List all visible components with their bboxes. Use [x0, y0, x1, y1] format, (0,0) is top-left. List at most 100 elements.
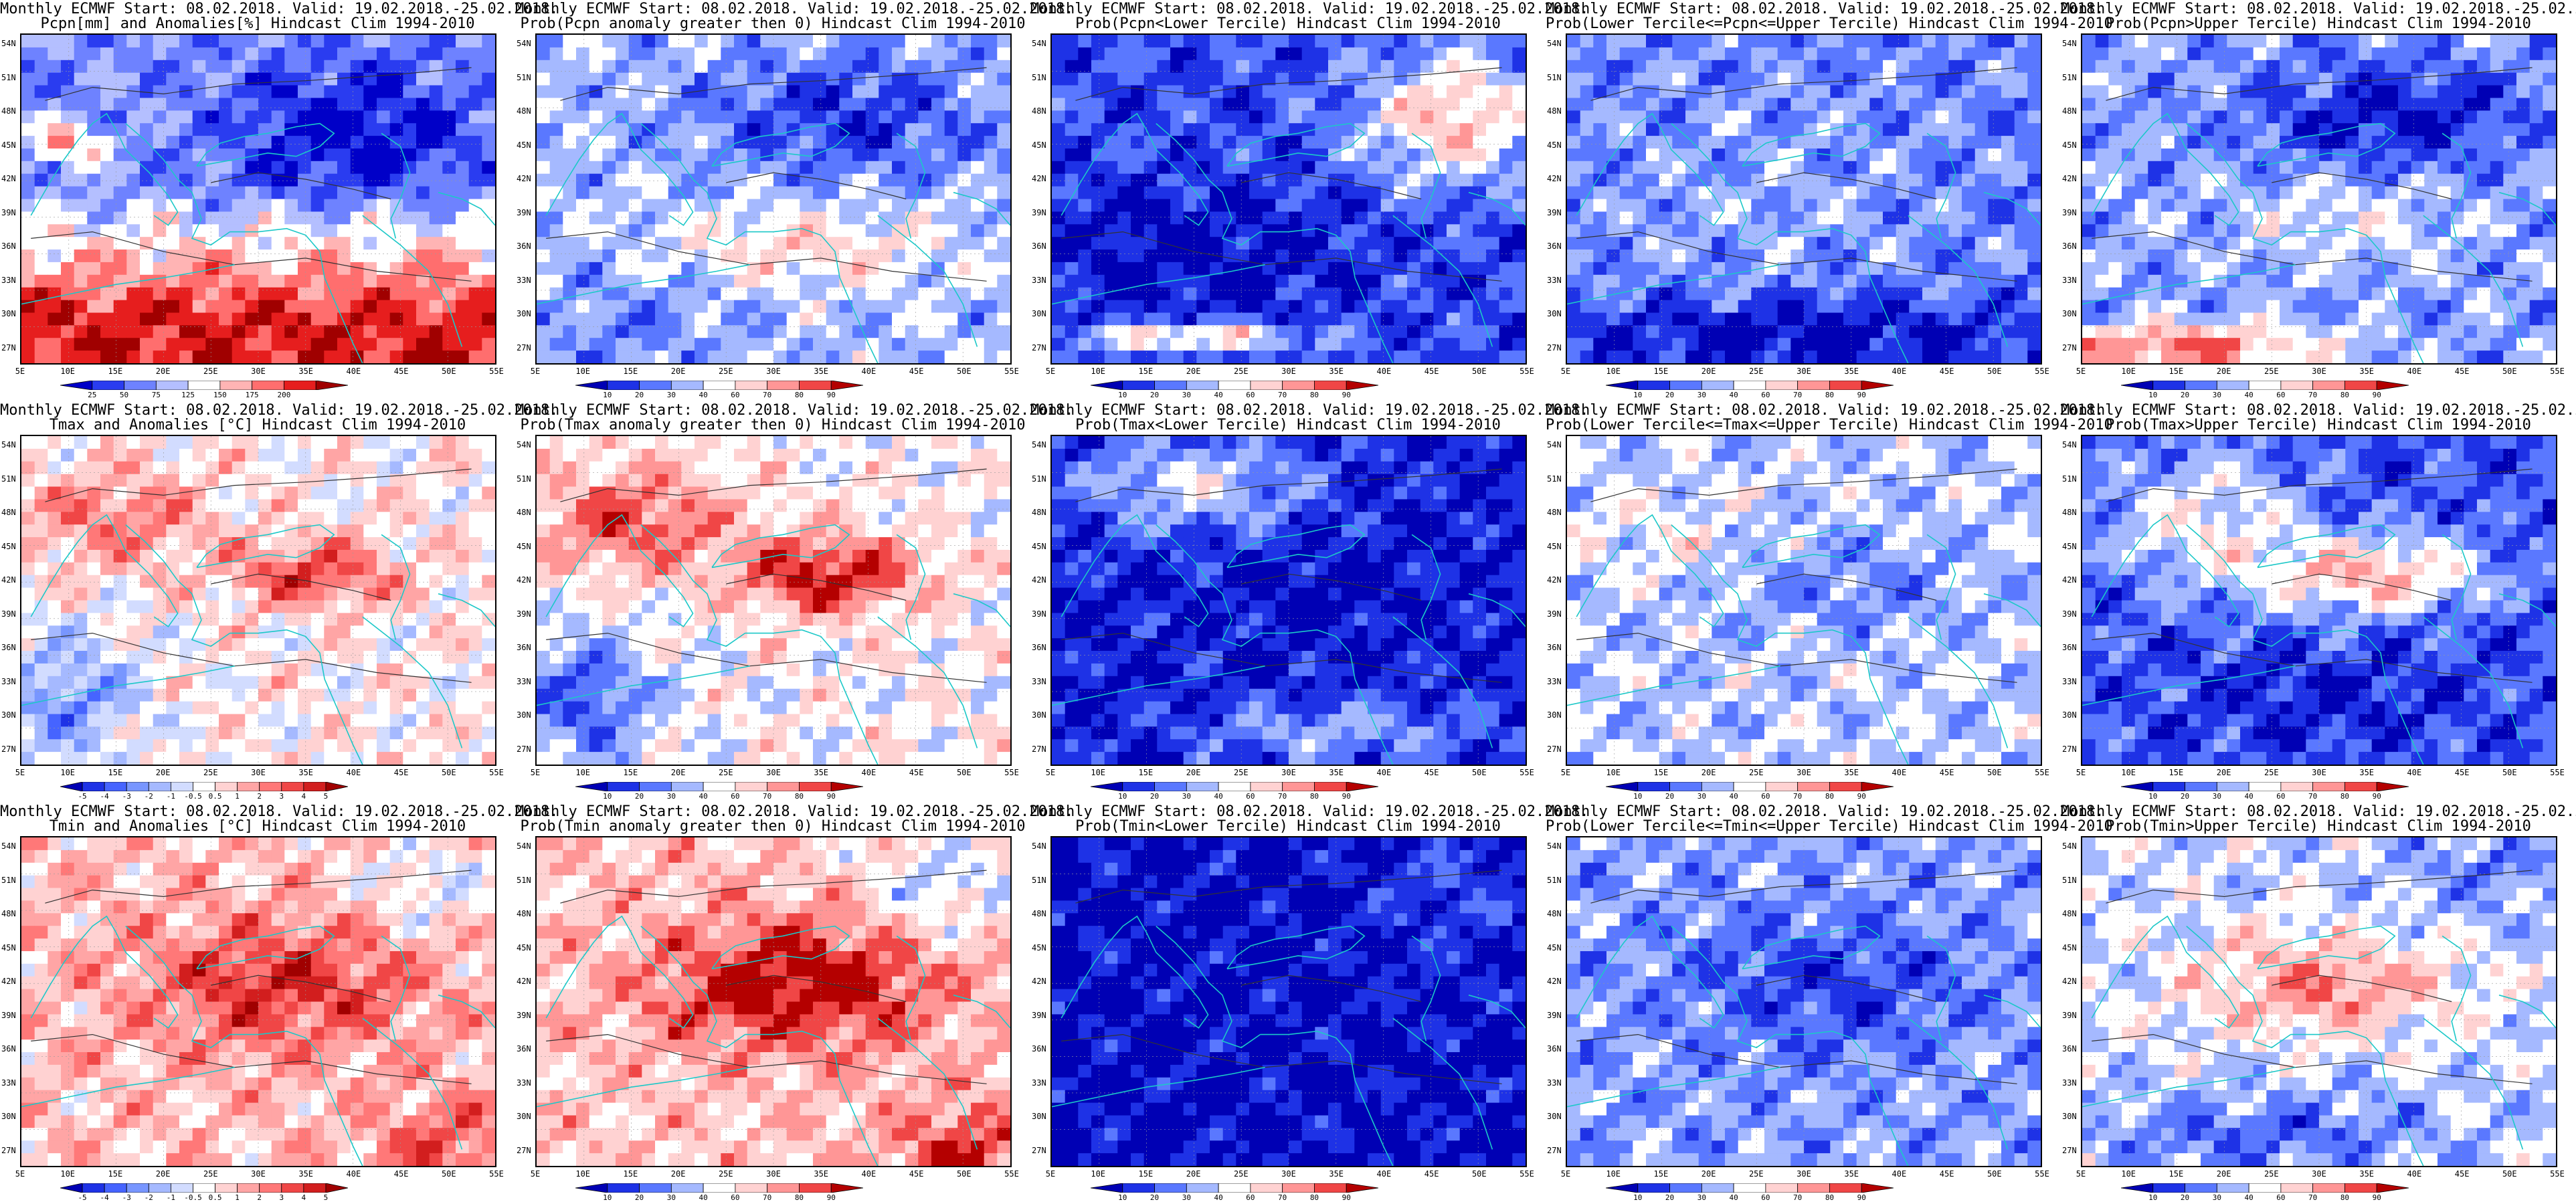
field-cell: [310, 338, 325, 351]
field-cell: [1751, 224, 1765, 237]
field-cell: [2529, 98, 2543, 111]
field-cell: [416, 110, 430, 124]
field-cell: [2122, 274, 2136, 288]
field-cell: [2014, 274, 2028, 288]
field-cell: [879, 274, 893, 288]
field-cell: [219, 199, 233, 212]
field-cell: [1499, 161, 1513, 175]
field-cell: [734, 47, 748, 61]
field-cell: [628, 98, 642, 111]
field-cell: [245, 287, 259, 301]
field-cell: [245, 274, 259, 288]
field-cell: [2266, 350, 2280, 363]
field-cell: [389, 186, 403, 200]
field-cell: [1962, 350, 1976, 363]
field-cell: [549, 350, 563, 363]
field-cell: [2253, 312, 2267, 326]
field-cell: [1843, 72, 1857, 86]
field-cell: [1974, 123, 1989, 136]
field-cell: [284, 274, 298, 288]
field-cell: [1131, 161, 1145, 175]
field-cell: [1289, 148, 1303, 162]
field-cell: [602, 47, 616, 61]
field-cell: [2516, 173, 2531, 187]
field-cell: [245, 98, 259, 111]
field-cell: [1646, 199, 1660, 212]
field-cell: [1407, 199, 1421, 212]
field-cell: [2174, 98, 2188, 111]
longitude-label: 55E: [1520, 367, 1534, 376]
field-cell: [668, 224, 682, 237]
field-cell: [1157, 350, 1171, 363]
field-cell: [2213, 123, 2227, 136]
field-cell: [1091, 350, 1105, 363]
field-cell: [2027, 274, 2041, 288]
field-cell: [1883, 123, 1897, 136]
field-cell: [1394, 224, 1408, 237]
field-cell: [1380, 300, 1394, 314]
field-cell: [1909, 161, 1923, 175]
field-cell: [2371, 47, 2385, 61]
longitude-label: 20E: [1186, 367, 1201, 376]
field-cell: [100, 60, 114, 74]
field-cell: [140, 325, 154, 338]
field-cell: [416, 211, 430, 225]
field-cell: [1856, 300, 1870, 314]
longitude-label: 10E: [575, 367, 591, 376]
field-cell: [2213, 85, 2227, 98]
field-cell: [482, 350, 495, 363]
field-cell: [1117, 262, 1131, 276]
contour-line: [560, 67, 987, 101]
field-cell: [1354, 338, 1368, 351]
colorbar-swatch: [1797, 381, 1830, 390]
field-cell: [839, 300, 853, 314]
field-cell: [1712, 249, 1726, 263]
field-cell: [1328, 199, 1342, 212]
field-cell: [2201, 60, 2215, 74]
field-cell: [100, 72, 114, 86]
field-cell: [1948, 211, 1962, 225]
field-cell: [324, 211, 338, 225]
colorbar-swatch: [155, 381, 189, 390]
field-cell: [1883, 35, 1897, 48]
field-cell: [350, 237, 364, 250]
field-cell: [642, 300, 656, 314]
field-cell: [1856, 35, 1870, 48]
field-cell: [166, 60, 180, 74]
field-cell: [1473, 60, 1487, 74]
field-cell: [1619, 60, 1633, 74]
field-cell: [2095, 300, 2109, 314]
field-cell: [1170, 72, 1184, 86]
field-cell: [2240, 173, 2254, 187]
field-cell: [695, 287, 709, 301]
field-cell: [628, 312, 642, 326]
field-cell: [1883, 186, 1897, 200]
field-cell: [100, 350, 114, 363]
field-cell: [1646, 262, 1660, 276]
field-cell: [1157, 47, 1171, 61]
field-cell: [1433, 72, 1447, 86]
field-cell: [245, 136, 259, 149]
field-cell: [589, 85, 603, 98]
field-cell: [944, 35, 958, 48]
field-cell: [1974, 98, 1989, 111]
field-cell: [2424, 72, 2438, 86]
field-cell: [2213, 262, 2227, 276]
field-cell: [1962, 161, 1976, 175]
field-cell: [377, 237, 391, 250]
field-cell: [298, 300, 312, 314]
field-cell: [350, 338, 364, 351]
field-cell: [1712, 237, 1726, 250]
coastline: [1052, 264, 1265, 305]
field-cell: [1606, 300, 1621, 314]
field-cell: [944, 173, 958, 187]
field-cell: [2424, 186, 2438, 200]
field-cell: [879, 211, 893, 225]
field-cell: [2385, 249, 2399, 263]
field-cell: [1486, 211, 1500, 225]
field-cell: [1052, 161, 1066, 175]
contour-line: [726, 172, 907, 200]
field-cell: [1354, 85, 1368, 98]
field-cell: [918, 325, 932, 338]
field-cell: [879, 338, 893, 351]
